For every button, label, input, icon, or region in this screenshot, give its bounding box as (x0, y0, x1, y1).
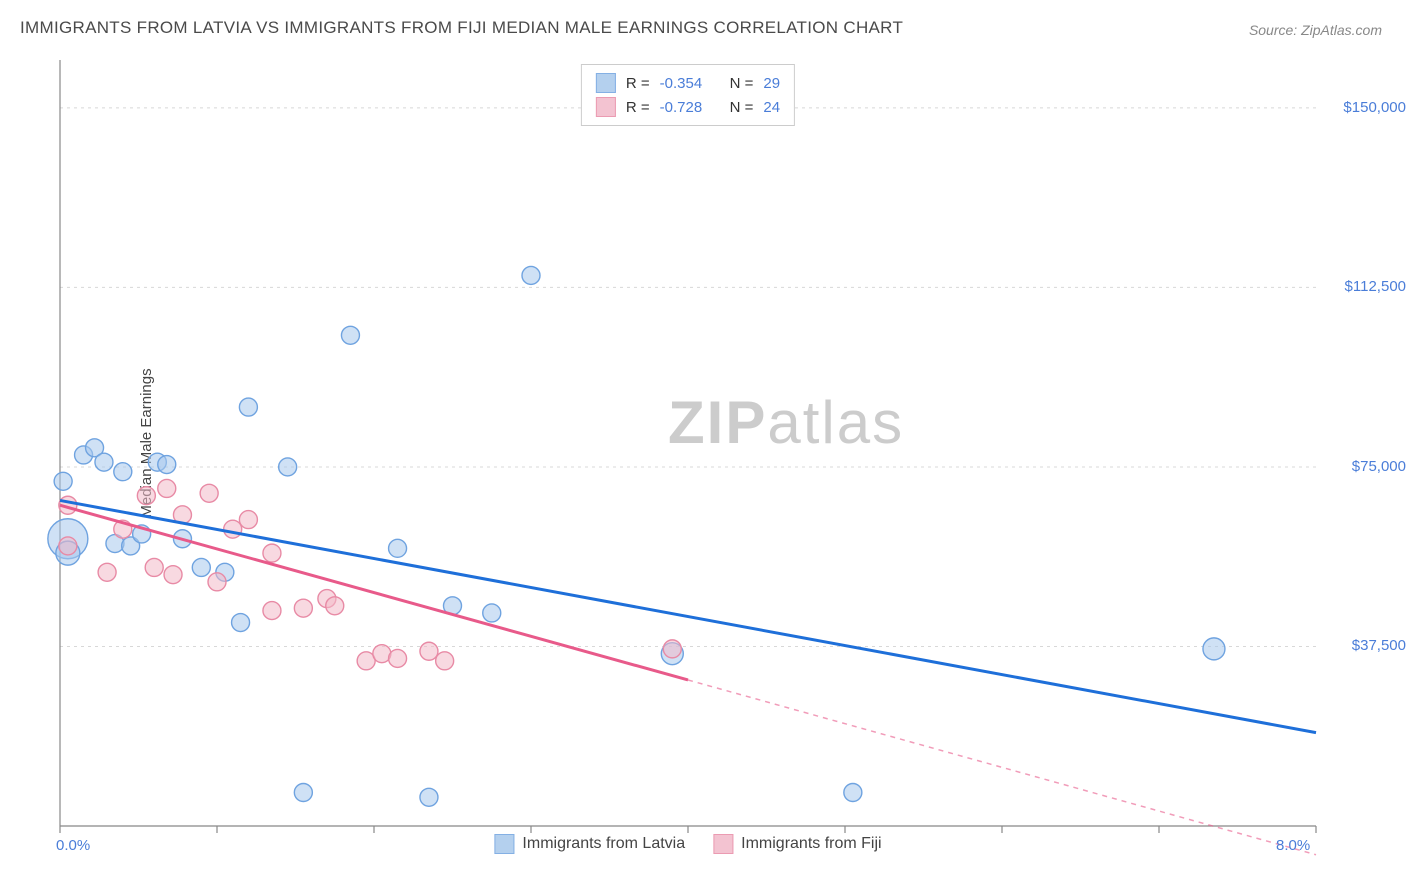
source-attribution: Source: ZipAtlas.com (1249, 22, 1382, 38)
series-legend: Immigrants from Latvia Immigrants from Fi… (494, 834, 881, 854)
y-tick-label: $37,500 (1352, 637, 1406, 654)
x-tick-label: 8.0% (1276, 837, 1310, 854)
n-value: 24 (763, 99, 780, 116)
n-value: 29 (763, 75, 780, 92)
correlation-legend-row: R = -0.354 N = 29 (596, 71, 780, 95)
series-legend-item: Immigrants from Fiji (713, 834, 881, 854)
chart-area: Median Male Earnings ZIPatlas R = -0.354… (58, 58, 1318, 828)
legend-swatch (713, 834, 733, 854)
correlation-legend: R = -0.354 N = 29 R = -0.728 N = 24 (581, 64, 795, 126)
r-label: R = (626, 99, 650, 116)
series-legend-item: Immigrants from Latvia (494, 834, 685, 854)
series-name: Immigrants from Latvia (522, 835, 685, 853)
r-value: -0.728 (660, 99, 720, 116)
legend-swatch (596, 97, 616, 117)
x-tick-label: 0.0% (56, 837, 90, 854)
y-tick-label: $150,000 (1343, 99, 1406, 116)
scatter-chart-svg (58, 58, 1318, 828)
r-value: -0.354 (660, 75, 720, 92)
legend-swatch (596, 73, 616, 93)
n-label: N = (730, 75, 754, 92)
series-name: Immigrants from Fiji (741, 835, 881, 853)
correlation-legend-row: R = -0.728 N = 24 (596, 95, 780, 119)
y-tick-label: $75,000 (1352, 458, 1406, 475)
y-tick-label: $112,500 (1345, 278, 1406, 295)
r-label: R = (626, 75, 650, 92)
chart-title: IMMIGRANTS FROM LATVIA VS IMMIGRANTS FRO… (20, 18, 903, 38)
n-label: N = (730, 99, 754, 116)
legend-swatch (494, 834, 514, 854)
